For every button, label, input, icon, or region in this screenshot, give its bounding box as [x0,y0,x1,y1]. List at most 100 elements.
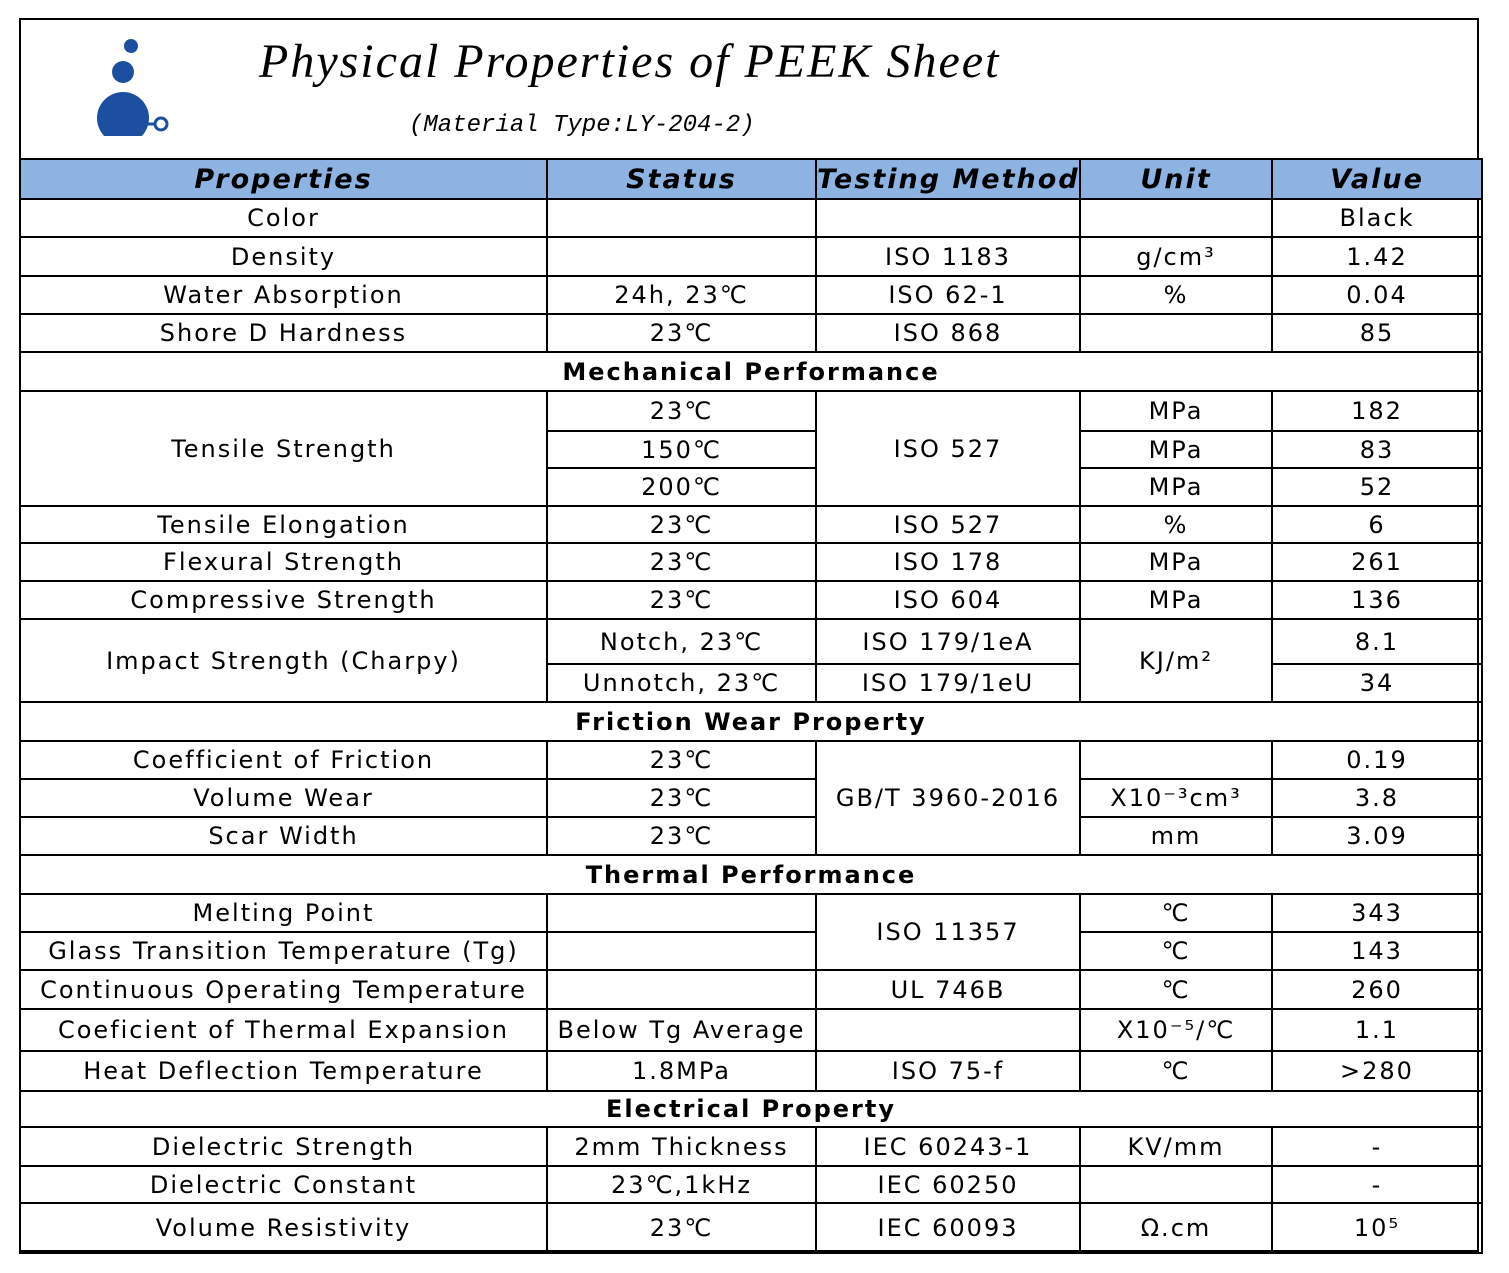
value-cell: 343 [1271,893,1483,933]
method-cell: ISO 62-1 [815,275,1081,315]
unit-cell: ℃ [1079,1050,1273,1092]
status-cell: Unnotch, 23℃ [546,663,817,703]
unit-cell: ℃ [1079,931,1273,971]
property-cell: Volume Resistivity [19,1202,548,1254]
status-cell [546,969,817,1010]
unit-cell: g/cm³ [1079,236,1273,277]
property-cell: Dielectric Constant [19,1165,548,1204]
table-row: Color Black [19,198,1483,238]
table-row: Shore D Hardness 23℃ ISO 868 85 [19,313,1483,353]
unit-cell [1079,1165,1273,1204]
property-cell: Flexural Strength [19,542,548,582]
table-row: Glass Transition Temperature (Tg) ℃ 143 [19,931,1483,971]
status-cell: 23℃ [546,778,817,818]
method-cell: ISO 868 [815,313,1081,353]
method-cell: IEC 60250 [815,1165,1081,1204]
unit-cell: MPa [1079,542,1273,582]
status-cell: 23℃ [546,740,817,780]
column-header: Status [546,158,817,200]
method-cell: ISO 179/1eA [815,618,1081,665]
value-cell: 143 [1271,931,1483,971]
value-cell: 8.1 [1271,618,1483,665]
table-row: Dielectric Constant 23℃,1kHz IEC 60250 - [19,1165,1483,1204]
status-cell: 2mm Thickness [546,1126,817,1167]
status-cell: Below Tg Average [546,1008,817,1052]
unit-cell: MPa [1079,467,1273,507]
status-cell: 1.8MPa [546,1050,817,1092]
value-cell: 260 [1271,969,1483,1010]
status-cell [546,931,817,971]
sheet: Physical Properties of PEEK Sheet (Mater… [19,18,1483,1254]
unit-cell: % [1079,275,1273,315]
table-row: Volume Resistivity 23℃ IEC 60093 Ω.cm 10⁵ [19,1202,1483,1254]
method-cell: ISO 11357 [815,893,1081,971]
status-cell: 23℃ [546,390,817,432]
value-cell: 1.42 [1271,236,1483,277]
value-cell: 10⁵ [1271,1202,1483,1254]
table-row: Unnotch, 23℃ ISO 179/1eU 34 [20,663,1483,703]
unit-cell: X10⁻³cm³ [1079,778,1273,818]
logo-dot [124,39,138,53]
unit-cell [1079,740,1273,780]
value-cell: >280 [1271,1050,1483,1092]
value-cell: 85 [1271,313,1483,353]
value-cell: 3.8 [1271,778,1483,818]
value-cell: 3.09 [1271,816,1483,856]
header-row: Properties Status Testing Method Unit Value [19,158,1483,200]
property-cell: Glass Transition Temperature (Tg) [19,931,548,971]
logo-ring [153,116,169,132]
table-row: 200℃ MPa 52 [20,467,1483,507]
property-cell: Dielectric Strength [19,1126,548,1167]
table-row: Coeficient of Thermal Expansion Below Tg … [19,1008,1483,1052]
status-cell [546,198,817,238]
property-cell: Continuous Operating Temperature [19,969,548,1010]
table-row: Density ISO 1183 g/cm³ 1.42 [19,236,1483,277]
method-cell: ISO 604 [815,580,1081,620]
value-cell: Black [1271,198,1483,238]
property-cell: Density [19,236,548,277]
unit-cell: MPa [1079,430,1273,469]
logo-dot [97,92,149,136]
method-cell: ISO 527 [815,390,1081,507]
unit-cell: X10⁻⁵/℃ [1079,1008,1273,1052]
property-cell: Shore D Hardness [19,313,548,353]
table-row: Coefficient of Friction 23℃ GB/T 3960-2016… [19,740,1483,856]
property-cell: Water Absorption [19,275,548,315]
status-cell: 23℃ [546,580,817,620]
unit-cell: KV/mm [1079,1126,1273,1167]
title: Physical Properties of PEEK Sheet [259,35,1001,88]
value-cell: 52 [1271,467,1483,507]
unit-cell: KJ/m² [1079,618,1273,703]
method-cell [815,1008,1081,1052]
subtitle: (Material Type:LY-204-2) [409,112,755,139]
unit-cell: MPa [1079,390,1273,432]
property-cell: Tensile Elongation [19,505,548,544]
method-cell: GB/T 3960-2016 [815,740,1081,856]
table-row: 150℃ MPa 83 [20,430,1483,469]
section-heading: Thermal Performance [19,854,1483,895]
table-row: Heat Deflection Temperature 1.8MPa ISO 75-… [19,1050,1483,1092]
table-row: Scar Width 23℃ mm 3.09 [19,816,1483,856]
table-row: Mechanical Performance [19,351,1483,392]
table-row: Impact Strength (Charpy) Notch, 23℃ ISO 17… [19,618,1483,703]
value-cell: 0.19 [1271,740,1483,780]
method-cell: IEC 60243-1 [815,1126,1081,1167]
unit-cell: ℃ [1079,893,1273,933]
property-cell: Volume Wear [19,778,548,818]
method-cell: IEC 60093 [815,1202,1081,1254]
property-cell: Heat Deflection Temperature [19,1050,548,1092]
property-cell: Scar Width [19,816,548,856]
property-cell: Tensile Strength [19,390,548,507]
status-cell: 23℃ [546,505,817,544]
property-cell: Impact Strength (Charpy) [19,618,548,703]
status-cell: 24h, 23℃ [546,275,817,315]
table-row: Friction Wear Property [19,701,1483,742]
section-heading: Mechanical Performance [19,351,1483,392]
unit-cell: MPa [1079,580,1273,620]
property-cell: Color [19,198,548,238]
column-header: Properties [19,158,548,200]
method-cell: ISO 75-f [815,1050,1081,1092]
value-cell: 6 [1271,505,1483,544]
value-cell: - [1271,1165,1483,1204]
